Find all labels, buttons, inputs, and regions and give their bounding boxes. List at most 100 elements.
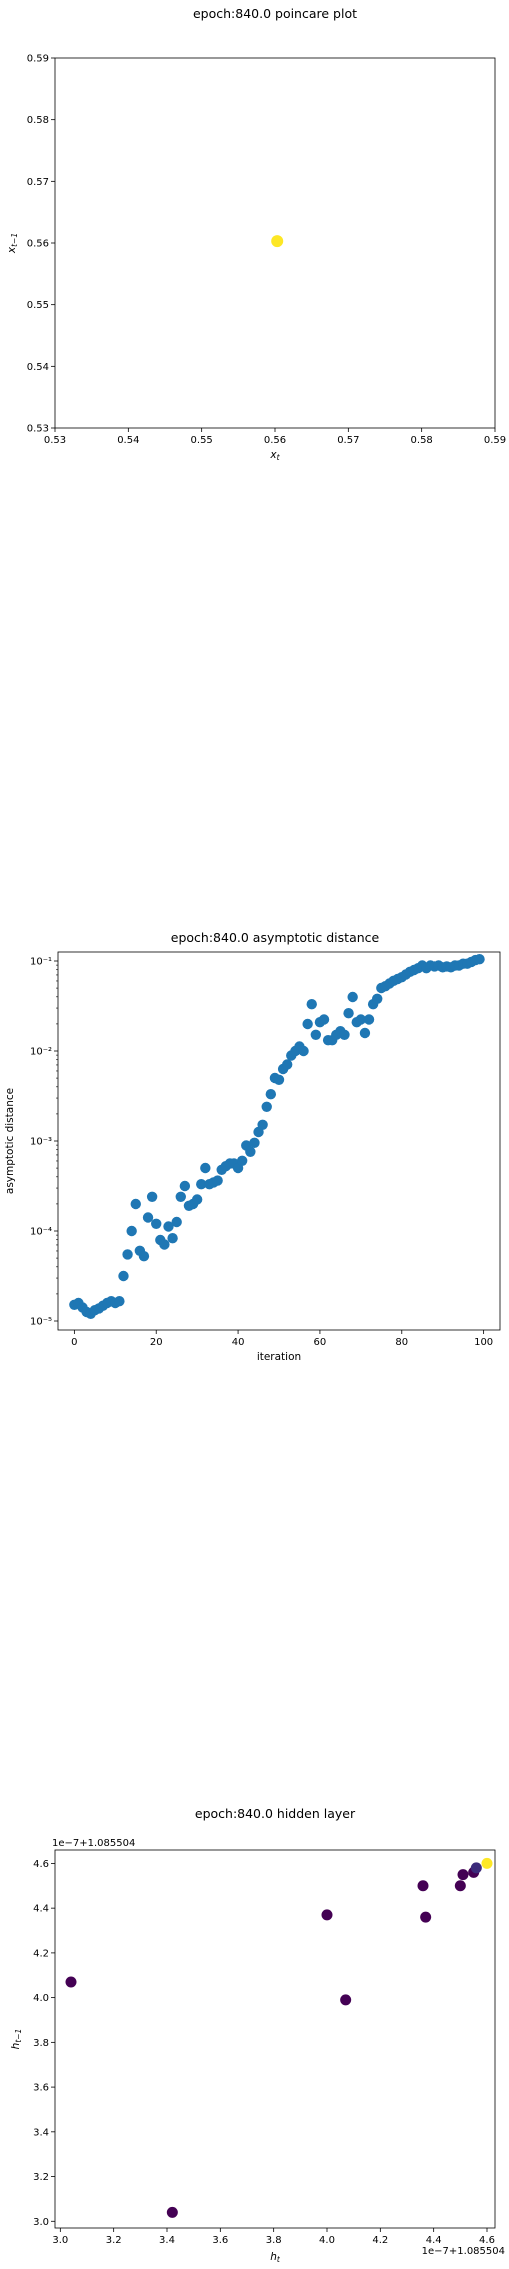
- data-point: [163, 1221, 174, 1232]
- x-tick-label: 0: [71, 1337, 77, 1348]
- y-tick-label: 0.55: [27, 300, 49, 311]
- data-point: [343, 1008, 354, 1019]
- data-point: [118, 1270, 129, 1282]
- x-tick-label: 3.0: [52, 2235, 68, 2246]
- x-tick-label: 3.4: [159, 2235, 175, 2246]
- y-axis-label: ht−1: [10, 2029, 23, 2050]
- chart-title: epoch:840.0 poincare plot: [193, 6, 357, 21]
- x-tick-label: 0.54: [117, 435, 139, 446]
- data-point: [179, 1180, 191, 1192]
- data-point: [257, 1119, 268, 1130]
- y-tick-label: 3.4: [33, 2127, 49, 2138]
- x-tick-label: 60: [314, 1337, 327, 1348]
- data-point: [146, 1191, 158, 1202]
- data-point: [171, 1216, 182, 1228]
- data-point: [249, 1137, 260, 1148]
- x-tick-label: 0.59: [484, 435, 506, 446]
- data-point: [339, 1029, 350, 1040]
- y-tick-label: 0.59: [27, 54, 49, 65]
- y-tick-label: 3.8: [33, 2038, 49, 2049]
- data-point: [236, 1155, 248, 1166]
- y-tick-label: 0.57: [27, 177, 49, 188]
- x-tick-label: 100: [474, 1337, 493, 1348]
- x-tick-label: 3.8: [266, 2235, 282, 2246]
- data-point: [321, 1909, 333, 1921]
- y-tick-label: 4.4: [33, 1904, 49, 1915]
- x-tick-label: 0.58: [411, 435, 433, 446]
- data-point: [298, 1045, 309, 1057]
- data-point: [142, 1212, 154, 1223]
- y-offset-label: 1e−7+1.085504: [52, 1838, 135, 1849]
- y-axis-label: asymptotic distance: [4, 1088, 16, 1194]
- data-point: [261, 1101, 272, 1112]
- x-tick-label: 80: [395, 1337, 408, 1348]
- x-tick-label: 4.0: [319, 2235, 335, 2246]
- x-axis-label: xt: [269, 449, 280, 462]
- y-tick-label: 10⁻⁵: [30, 1317, 52, 1328]
- y-tick-label: 0.56: [27, 239, 49, 250]
- data-point: [265, 1089, 277, 1100]
- data-point: [281, 1059, 293, 1070]
- poincare-plot: epoch:840.0 poincare plot 0.53 0.54 0.55 0.…: [6, 6, 506, 462]
- data-point: [474, 954, 485, 965]
- x-tick-label: 0.53: [44, 435, 66, 446]
- x-offset-label: 1e−7+1.085504: [422, 2246, 505, 2257]
- data-point: [65, 1976, 77, 1988]
- y-tick-label: 4.6: [33, 1859, 49, 1870]
- y-tick-label: 0.54: [27, 362, 49, 373]
- data-point: [273, 1074, 285, 1085]
- x-tick-label: 0.57: [337, 435, 359, 446]
- hidden-layer-plot: epoch:840.0 hidden layer 1e−7+1.085504 3…: [10, 1806, 505, 2264]
- y-tick-label: 0.53: [27, 424, 49, 435]
- x-tick-label: 0.55: [191, 435, 213, 446]
- data-point: [470, 1862, 482, 1874]
- data-point: [245, 1146, 256, 1157]
- data-point: [212, 1175, 223, 1186]
- data-point: [130, 1198, 141, 1210]
- x-tick-label: 20: [150, 1337, 163, 1348]
- data-point: [355, 1014, 367, 1025]
- data-point: [481, 1857, 493, 1869]
- y-axis-label: xt−1: [6, 233, 19, 254]
- x-tick-label: 3.2: [106, 2235, 122, 2246]
- x-tick-label: 4.4: [426, 2235, 442, 2246]
- data-point: [318, 1014, 330, 1025]
- data-point: [310, 1029, 322, 1040]
- data-point: [167, 1233, 178, 1244]
- x-tick-label: 4.6: [479, 2235, 495, 2246]
- data-point: [271, 235, 284, 248]
- data-point: [200, 1162, 211, 1174]
- data-point: [372, 993, 383, 1004]
- data-point: [166, 2206, 178, 2218]
- x-axis-label: iteration: [257, 1351, 301, 1363]
- data-point: [457, 1869, 469, 1881]
- plot-frame: [54, 1849, 496, 2229]
- y-tick-label: 3.0: [33, 2217, 49, 2228]
- chart-title: epoch:840.0 asymptotic distance: [171, 930, 380, 945]
- x-tick-label: 40: [232, 1337, 245, 1348]
- data-point: [122, 1249, 133, 1260]
- asymptotic-distance-plot: epoch:840.0 asymptotic distance 0 20 40 60 8…: [4, 930, 501, 1363]
- y-tick-label: 10⁻⁴: [30, 1227, 52, 1238]
- data-point: [126, 1225, 137, 1237]
- data-point: [359, 1027, 371, 1039]
- y-tick-label: 10⁻²: [30, 1047, 52, 1058]
- y-tick-label: 10⁻¹: [30, 957, 52, 968]
- data-point: [306, 999, 317, 1010]
- y-tick-label: 3.2: [33, 2172, 49, 2183]
- data-point: [175, 1191, 186, 1202]
- data-point: [340, 1994, 352, 2006]
- y-tick-label: 0.58: [27, 115, 49, 126]
- x-tick-label: 4.2: [372, 2235, 388, 2246]
- data-point: [420, 1911, 432, 1923]
- chart-title: epoch:840.0 hidden layer: [195, 1806, 356, 1821]
- y-tick-label: 4.2: [33, 1948, 49, 1959]
- data-point: [363, 1014, 375, 1025]
- data-point: [196, 1179, 207, 1190]
- data-point: [159, 1239, 170, 1250]
- data-point: [454, 1880, 466, 1892]
- data-point: [302, 1018, 313, 1030]
- data-point: [138, 1251, 150, 1262]
- y-tick-label: 3.6: [33, 2083, 49, 2094]
- y-tick-label: 10⁻³: [30, 1137, 52, 1148]
